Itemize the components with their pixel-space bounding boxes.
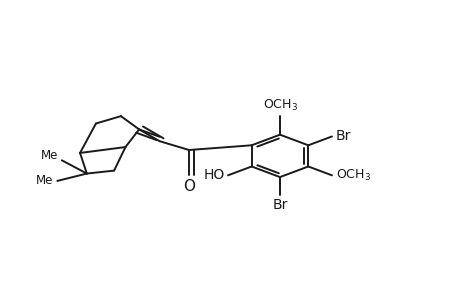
Text: OCH$_3$: OCH$_3$ bbox=[262, 98, 297, 113]
Text: OCH$_3$: OCH$_3$ bbox=[335, 168, 370, 183]
Text: O: O bbox=[183, 179, 195, 194]
Text: Br: Br bbox=[272, 198, 287, 212]
Text: Me: Me bbox=[41, 149, 58, 162]
Text: HO: HO bbox=[203, 168, 224, 182]
Text: Br: Br bbox=[335, 130, 350, 143]
Text: Me: Me bbox=[36, 174, 54, 188]
